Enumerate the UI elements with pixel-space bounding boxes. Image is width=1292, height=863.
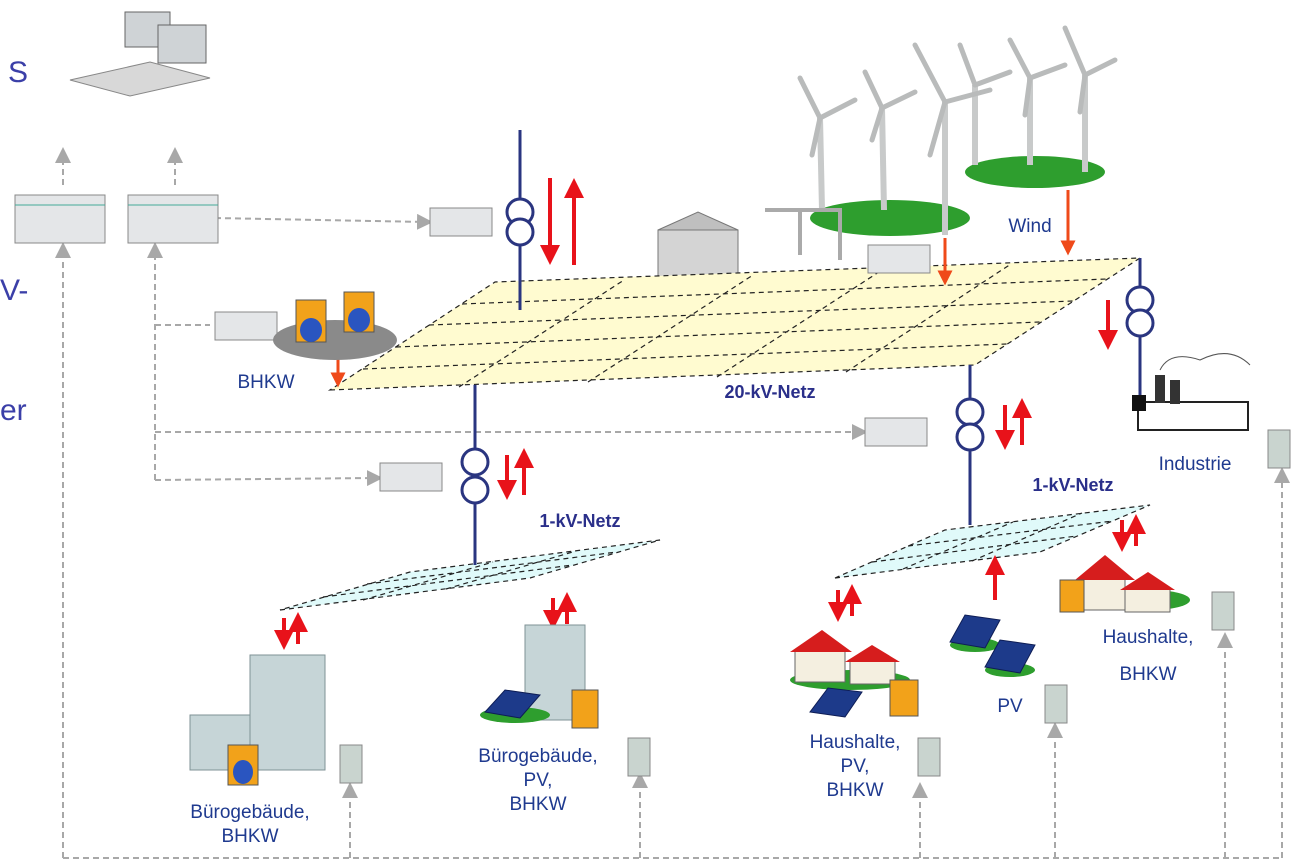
- houses-part: [810, 688, 862, 717]
- control-rack-part: [128, 195, 218, 243]
- houses: [790, 630, 918, 717]
- wind-park-part-part: [975, 72, 1010, 85]
- comm-device-part: [215, 312, 277, 340]
- industry-part: [1132, 395, 1146, 411]
- houses-part: [1060, 580, 1084, 612]
- transformer-part: [957, 399, 983, 425]
- comm-lines-part: [215, 218, 425, 222]
- grid-label: 20-kV-Netz: [724, 382, 815, 402]
- node-label: Bürogebäude,: [478, 746, 597, 767]
- bhkw-unit-part: [300, 318, 322, 342]
- houses: [1060, 555, 1190, 612]
- smart-meter-part: [918, 738, 940, 776]
- houses-part: [790, 630, 852, 652]
- wind-park-part-part: [882, 92, 915, 108]
- industry: [1132, 354, 1250, 430]
- wind-park-part-part: [915, 45, 945, 102]
- comm-device-part: [868, 245, 930, 273]
- node-label: BHKW: [510, 794, 567, 815]
- node-label: BHKW: [1120, 664, 1177, 685]
- diagram: S V- er 20-kV-Netz 1-kV-Netz 1-kV-Netz: [0, 0, 1292, 863]
- node-label: Haushalte,: [1103, 627, 1194, 648]
- substation-part: [658, 212, 738, 230]
- transformer-part: [462, 477, 488, 503]
- wind-park-part-part: [945, 90, 990, 102]
- node-label: Bürogebäude,: [190, 802, 309, 823]
- smart-meter-part: [1045, 685, 1067, 723]
- wind-park-part-part: [1010, 40, 1030, 78]
- node-label: BHKW: [238, 372, 295, 393]
- bhkw-unit-part: [348, 308, 370, 332]
- industry-part: [1170, 380, 1180, 404]
- office-building-part: [233, 760, 253, 784]
- houses-part: [845, 645, 900, 662]
- houses-part: [795, 650, 845, 682]
- grid-label: 1-kV-Netz: [1032, 475, 1113, 495]
- houses-part: [850, 660, 895, 684]
- edge-text: S: [8, 56, 28, 89]
- bhkw-unit: [273, 292, 397, 360]
- wind-park-part-part: [882, 108, 884, 210]
- industry-part: [1138, 402, 1248, 430]
- grid-1kv: [280, 540, 660, 610]
- wind-park-part: [800, 28, 1115, 155]
- wind-park-part-part: [1065, 28, 1085, 75]
- industry-part: [1155, 375, 1165, 403]
- control-rack-part: [15, 195, 105, 243]
- smart-meter-part: [1268, 430, 1290, 468]
- houses-part: [890, 680, 918, 716]
- wind-park-part-part: [960, 45, 975, 85]
- houses-part: [1125, 588, 1170, 612]
- node-label: PV,: [524, 770, 553, 791]
- grid-1kv-part: [280, 540, 660, 610]
- node-label: BHKW: [222, 826, 279, 847]
- edge-text: er: [0, 394, 27, 427]
- office-building: [190, 655, 325, 785]
- control-rack: [15, 195, 218, 243]
- computer-icon-part: [70, 62, 210, 96]
- comm-device-part: [865, 418, 927, 446]
- transformer-part: [957, 424, 983, 450]
- comm-device-part: [380, 463, 442, 491]
- wind-park-part-part: [820, 118, 822, 210]
- office-building-part: [250, 655, 325, 770]
- computer-icon-part: [158, 25, 206, 63]
- transformer-part: [462, 449, 488, 475]
- node-label: BHKW: [827, 780, 884, 801]
- node-label: Haushalte,: [810, 732, 901, 753]
- wind-park-part-part: [1030, 65, 1065, 78]
- comm-device-part: [430, 208, 492, 236]
- node-label: Wind: [1008, 216, 1051, 237]
- office-building: [480, 625, 598, 728]
- transformer-part: [507, 219, 533, 245]
- office-building-part: [572, 690, 598, 728]
- industry-part: [1160, 354, 1250, 370]
- smart-meter-part: [1212, 592, 1234, 630]
- node-label: PV: [997, 696, 1023, 717]
- wind-park-part-part: [865, 72, 882, 108]
- grid-20kv: [330, 258, 1140, 390]
- node-label: PV,: [841, 756, 870, 777]
- houses-part: [1080, 578, 1125, 610]
- smart-meter-part: [628, 738, 650, 776]
- grid-label: 1-kV-Netz: [539, 511, 620, 531]
- wind-park-part-part: [820, 100, 855, 118]
- edge-text: V-: [0, 274, 28, 307]
- bhkw-unit-part: [273, 320, 397, 360]
- computer-icon: [70, 12, 210, 96]
- smart-meter-part: [340, 745, 362, 783]
- comm-lines-part: [155, 478, 375, 480]
- node-label: Industrie: [1159, 454, 1232, 475]
- houses-part: [1075, 555, 1135, 580]
- transformer-part: [1127, 310, 1153, 336]
- wind-park-part-part: [1085, 60, 1115, 75]
- wind-park-part-part: [800, 78, 820, 118]
- pv-field: [950, 615, 1035, 677]
